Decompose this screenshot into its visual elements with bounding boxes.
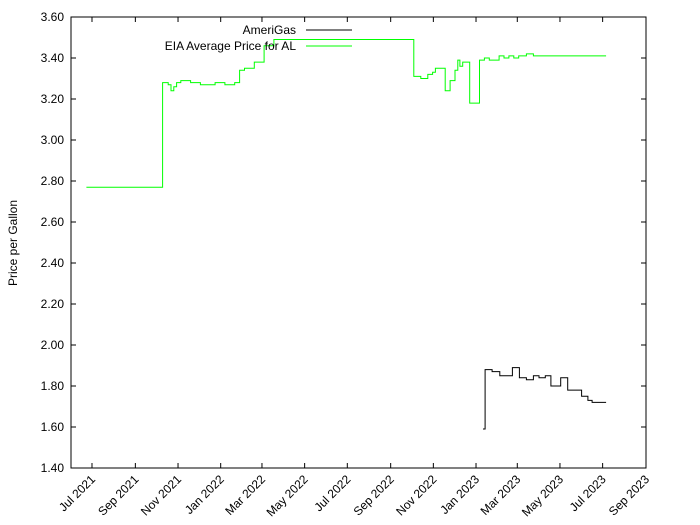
- y-tick-label: 1.40: [41, 461, 65, 475]
- legend-label: AmeriGas: [243, 23, 296, 37]
- y-tick-label: 2.20: [41, 297, 65, 311]
- y-tick-label: 2.00: [41, 338, 65, 352]
- series-layer: [86, 39, 607, 430]
- legend-label: EIA Average Price for AL: [165, 39, 297, 53]
- plot-frame: [70, 16, 647, 469]
- y-axis-ticks: 1.40 1.60 1.80 2.00 2.20 2.40 2.60 2.80 3.00 3.20…: [41, 10, 646, 475]
- y-tick-label: 2.40: [41, 256, 65, 270]
- y-tick-label: 3.40: [41, 51, 65, 65]
- y-tick-label: 3.00: [41, 133, 65, 147]
- series-line-1: [86, 39, 607, 188]
- y-tick-label: 1.80: [41, 379, 65, 393]
- y-tick-label: 3.60: [41, 10, 65, 24]
- y-axis-label: Price per Gallon: [6, 200, 20, 286]
- y-tick-label: 1.60: [41, 420, 65, 434]
- y-tick-label: 3.20: [41, 92, 65, 106]
- series-line-0: [483, 367, 607, 430]
- y-tick-label: 2.80: [41, 174, 65, 188]
- legend: AmeriGas EIA Average Price for AL: [165, 23, 352, 53]
- y-tick-label: 2.60: [41, 215, 65, 229]
